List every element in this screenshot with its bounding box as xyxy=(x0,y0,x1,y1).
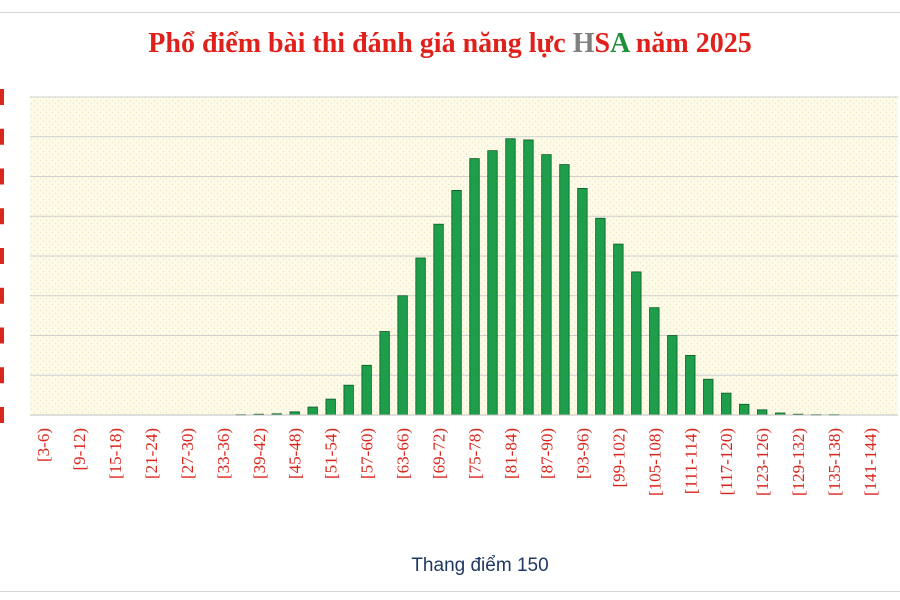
bar xyxy=(541,154,552,416)
x-tick-label: [9-12) xyxy=(70,428,89,470)
x-tick-label: [105-108) xyxy=(645,428,664,496)
bar xyxy=(307,406,318,416)
y-tick-mark xyxy=(0,168,4,185)
x-tick-label: [57-60) xyxy=(358,428,377,479)
x-tick-label: [135-138) xyxy=(825,428,844,496)
x-tick-label: [93-96) xyxy=(573,428,592,479)
bar xyxy=(379,331,390,416)
bar xyxy=(451,190,462,416)
x-tick-label: [21-24) xyxy=(142,428,161,479)
bar xyxy=(721,392,732,416)
y-tick-mark xyxy=(0,287,4,304)
bar xyxy=(325,398,336,416)
y-tick-mark xyxy=(0,128,4,145)
x-tick-label: [27-30) xyxy=(178,428,197,479)
bar xyxy=(433,223,444,416)
x-tick-label: [111-114) xyxy=(681,428,700,494)
x-tick-label: [45-48) xyxy=(286,428,305,479)
x-tick-label: [15-18) xyxy=(106,428,125,479)
bar xyxy=(487,150,498,416)
y-tick-mark xyxy=(0,327,4,344)
x-axis-tick-labels: [3-6) [9-12) [15-18) [21-24) [27-30) [33-36) [… xyxy=(34,428,900,496)
x-tick-label: [147-150] xyxy=(897,428,900,496)
bar xyxy=(595,217,606,416)
y-tick-mark xyxy=(0,208,4,225)
bar xyxy=(739,403,750,416)
y-tick-mark xyxy=(0,248,4,264)
chart-title: Phổ điểm bài thi đánh giá năng lực HSA n… xyxy=(148,28,752,59)
bar xyxy=(613,243,624,416)
bar xyxy=(559,164,570,416)
x-tick-label: [51-54) xyxy=(322,428,341,479)
bar xyxy=(631,271,642,416)
x-tick-label: [69-72) xyxy=(430,428,449,479)
x-axis-title: Thang điểm 150 xyxy=(411,555,549,576)
x-tick-label: [87-90) xyxy=(537,428,556,479)
x-tick-label: [75-78) xyxy=(466,428,485,479)
bars xyxy=(235,138,840,416)
x-tick-label: [141-144) xyxy=(861,428,880,496)
bar xyxy=(685,354,696,416)
bar xyxy=(505,138,516,416)
x-tick-label: [63-66) xyxy=(394,428,413,479)
bar xyxy=(415,257,426,416)
y-tick-mark xyxy=(0,367,4,384)
x-tick-label: [81-84) xyxy=(501,428,520,479)
bar xyxy=(649,307,660,416)
bar xyxy=(469,158,480,416)
bar xyxy=(343,384,354,416)
bar xyxy=(757,409,768,416)
bar xyxy=(397,295,408,416)
y-tick-mark xyxy=(0,89,4,105)
x-tick-label: [129-132) xyxy=(789,428,808,496)
bar xyxy=(667,335,678,416)
bar xyxy=(523,139,534,416)
x-tick-label: [99-102) xyxy=(609,428,628,487)
x-tick-label: [3-6) xyxy=(34,428,53,462)
x-tick-label: [39-42) xyxy=(250,428,269,479)
bar xyxy=(361,364,372,416)
y-axis-tick-marks xyxy=(0,89,4,423)
x-tick-label: [117-120) xyxy=(717,428,736,495)
x-tick-label: [33-36) xyxy=(214,428,233,479)
bar xyxy=(577,188,588,416)
bar xyxy=(703,378,714,416)
x-tick-label: [123-126) xyxy=(753,428,772,496)
y-tick-mark xyxy=(0,407,4,423)
chart-frame xyxy=(0,12,900,592)
